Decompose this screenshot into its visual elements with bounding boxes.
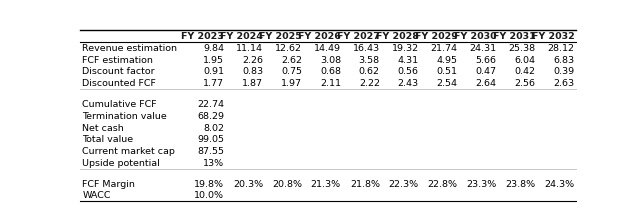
Text: 22.8%: 22.8% [428, 180, 458, 189]
Text: 2.54: 2.54 [436, 79, 458, 88]
Text: FY 2027: FY 2027 [337, 32, 380, 41]
Text: 3.58: 3.58 [358, 56, 380, 65]
Text: 1.95: 1.95 [203, 56, 224, 65]
Text: 3.08: 3.08 [320, 56, 341, 65]
Text: 20.8%: 20.8% [272, 180, 302, 189]
Text: Revenue estimation: Revenue estimation [83, 44, 177, 53]
Text: Discounted FCF: Discounted FCF [83, 79, 156, 88]
Text: 8.02: 8.02 [203, 123, 224, 133]
Text: 6.83: 6.83 [554, 56, 575, 65]
Text: 0.47: 0.47 [476, 67, 497, 76]
Text: Upside potential: Upside potential [83, 159, 160, 168]
Text: WACC: WACC [83, 192, 111, 200]
Text: 0.62: 0.62 [359, 67, 380, 76]
Text: 20.3%: 20.3% [233, 180, 263, 189]
Text: FCF Margin: FCF Margin [83, 180, 135, 189]
Text: FY 2031: FY 2031 [493, 32, 536, 41]
Text: 2.64: 2.64 [476, 79, 497, 88]
Text: 0.51: 0.51 [436, 67, 458, 76]
Text: FY 2025: FY 2025 [259, 32, 302, 41]
Text: 1.87: 1.87 [242, 79, 263, 88]
Text: Termination value: Termination value [83, 112, 167, 121]
Text: 0.75: 0.75 [281, 67, 302, 76]
Text: 4.31: 4.31 [397, 56, 419, 65]
Text: FY 2032: FY 2032 [532, 32, 575, 41]
Text: 23.8%: 23.8% [506, 180, 536, 189]
Text: FY 2026: FY 2026 [298, 32, 341, 41]
Text: 6.04: 6.04 [515, 56, 536, 65]
Text: 21.74: 21.74 [431, 44, 458, 53]
Text: 2.22: 2.22 [359, 79, 380, 88]
Text: 0.42: 0.42 [515, 67, 536, 76]
Text: FY 2024: FY 2024 [220, 32, 263, 41]
Text: Cumulative FCF: Cumulative FCF [83, 100, 157, 109]
Text: 21.3%: 21.3% [311, 180, 341, 189]
Text: 19.8%: 19.8% [194, 180, 224, 189]
Text: Current market cap: Current market cap [83, 147, 175, 156]
Text: 11.14: 11.14 [236, 44, 263, 53]
Text: Total value: Total value [83, 135, 134, 144]
Text: 19.32: 19.32 [392, 44, 419, 53]
Text: 1.97: 1.97 [281, 79, 302, 88]
Text: 14.49: 14.49 [314, 44, 341, 53]
Text: FY 2028: FY 2028 [376, 32, 419, 41]
Text: 24.3%: 24.3% [545, 180, 575, 189]
Text: 68.29: 68.29 [197, 112, 224, 121]
Text: FCF estimation: FCF estimation [83, 56, 154, 65]
Text: 2.26: 2.26 [242, 56, 263, 65]
Text: Discount factor: Discount factor [83, 67, 155, 76]
Text: 2.62: 2.62 [281, 56, 302, 65]
Text: 2.56: 2.56 [515, 79, 536, 88]
Text: 0.68: 0.68 [320, 67, 341, 76]
Text: 0.91: 0.91 [203, 67, 224, 76]
Text: 9.84: 9.84 [203, 44, 224, 53]
Text: 13%: 13% [203, 159, 224, 168]
Text: 12.62: 12.62 [275, 44, 302, 53]
Text: 22.74: 22.74 [197, 100, 224, 109]
Text: 2.43: 2.43 [397, 79, 419, 88]
Text: 24.31: 24.31 [470, 44, 497, 53]
Text: Net cash: Net cash [83, 123, 124, 133]
Text: 28.12: 28.12 [547, 44, 575, 53]
Text: 5.66: 5.66 [476, 56, 497, 65]
Text: 2.11: 2.11 [320, 79, 341, 88]
Text: 22.3%: 22.3% [388, 180, 419, 189]
Text: 87.55: 87.55 [197, 147, 224, 156]
Text: 1.77: 1.77 [203, 79, 224, 88]
Text: FY 2023: FY 2023 [181, 32, 224, 41]
Text: 2.63: 2.63 [554, 79, 575, 88]
Text: 4.95: 4.95 [436, 56, 458, 65]
Text: 99.05: 99.05 [197, 135, 224, 144]
Text: 10.0%: 10.0% [194, 192, 224, 200]
Text: 16.43: 16.43 [353, 44, 380, 53]
Text: 0.83: 0.83 [242, 67, 263, 76]
Text: 0.56: 0.56 [398, 67, 419, 76]
Text: 0.39: 0.39 [554, 67, 575, 76]
Text: 23.3%: 23.3% [467, 180, 497, 189]
Text: FY 2029: FY 2029 [415, 32, 458, 41]
Text: 25.38: 25.38 [508, 44, 536, 53]
Text: 21.8%: 21.8% [350, 180, 380, 189]
Text: FY 2030: FY 2030 [454, 32, 497, 41]
